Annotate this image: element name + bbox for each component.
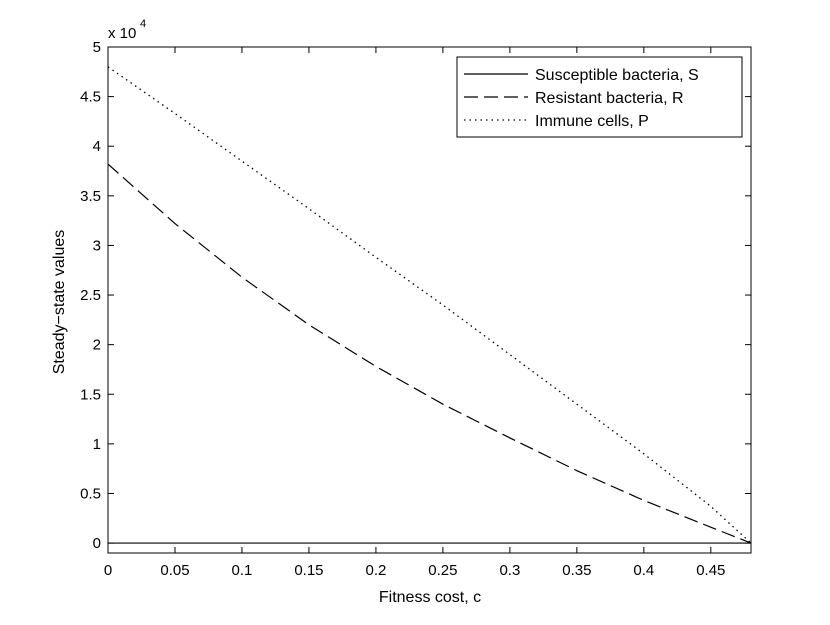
y-multiplier-base: x 10: [108, 25, 136, 42]
x-axis-label: Fitness cost, c: [379, 589, 481, 606]
series-line-2: [107, 163, 752, 544]
y-multiplier-exponent: 4: [140, 18, 146, 30]
legend-label-2: Resistant bacteria, R: [535, 90, 684, 107]
legend-label-1: Susceptible bacteria, S: [535, 67, 699, 84]
x-tick-label: 0.3: [499, 562, 520, 579]
x-tick-label: 0: [104, 562, 112, 579]
y-tick-label: 4.5: [80, 89, 101, 106]
plot-lines: [107, 66, 752, 544]
y-tick-label: 4: [93, 138, 101, 155]
y-axis-label: Steady−state values: [51, 230, 68, 375]
y-tick-label: 3: [93, 237, 101, 254]
y-tick-label: 5: [93, 39, 101, 56]
y-tick-label: 2: [93, 337, 101, 354]
x-tick-label: 0.25: [428, 562, 457, 579]
x-axis-ticks: 0 0.05 0.1 0.15 0.2 0.25 0.3 0.35 0.4 0.45: [104, 47, 725, 579]
x-tick-label: 0.05: [160, 562, 189, 579]
plot-frame: [107, 46, 752, 554]
y-tick-label: 2.5: [80, 287, 101, 304]
y-tick-label: 0: [93, 535, 101, 552]
y-tick-label: 1.5: [80, 386, 101, 403]
x-tick-label: 0.4: [633, 562, 654, 579]
y-tick-label: 3.5: [80, 188, 101, 205]
y-tick-label: 1: [93, 436, 101, 453]
x-tick-label: 0.35: [562, 562, 591, 579]
legend: Susceptible bacteria, S Resistant bacteri…: [456, 56, 743, 138]
y-tick-label: 0.5: [80, 485, 101, 502]
y-axis-ticks: 0 0.5 1 1.5 2 2.5 3 3.5 4 4.5 5: [80, 39, 751, 552]
x-tick-label: 0.15: [294, 562, 323, 579]
x-tick-label: 0.1: [232, 562, 253, 579]
x-tick-label: 0.2: [365, 562, 386, 579]
legend-label-3: Immune cells, P: [535, 113, 649, 130]
x-tick-label: 0.45: [696, 562, 725, 579]
